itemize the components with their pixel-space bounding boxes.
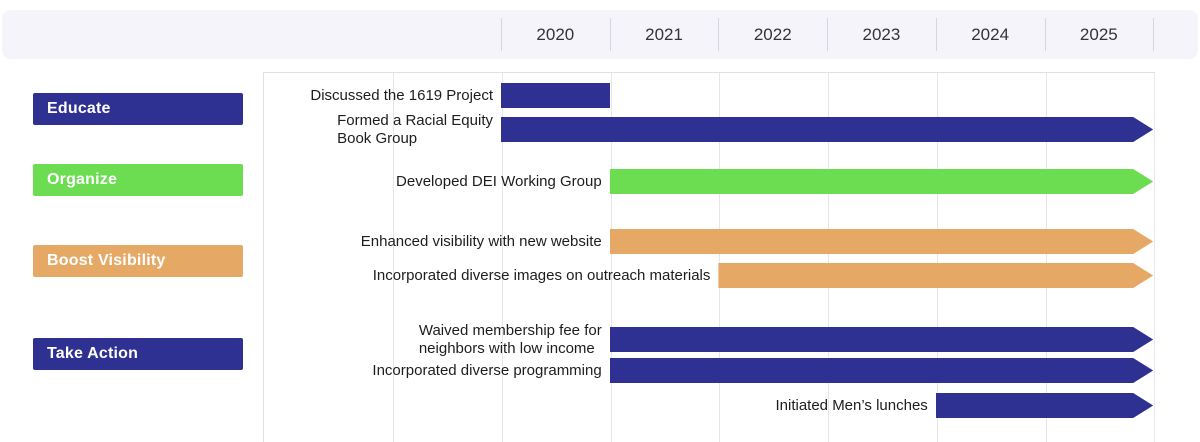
task-label: Discussed the 1619 Project xyxy=(310,74,493,117)
year-gridline xyxy=(393,73,395,442)
timeline-axis: 2020 2021 2022 2023 2024 2025 xyxy=(2,10,1198,59)
task-label-text: Developed DEI Working Group xyxy=(396,172,602,190)
task-bar xyxy=(501,83,610,108)
task-bar xyxy=(501,117,1153,142)
axis-tick xyxy=(501,18,502,51)
task-label-text: Waived membership fee for neighbors with… xyxy=(418,321,602,357)
task-bar xyxy=(610,358,1154,383)
task-bar xyxy=(718,263,1153,288)
year-gridline xyxy=(610,73,612,442)
axis-tick xyxy=(827,18,829,51)
axis-tick xyxy=(609,18,611,51)
axis-tick xyxy=(718,18,720,51)
task-label-text: Incorporated diverse images on outreach … xyxy=(372,266,711,284)
year-gridline xyxy=(936,73,938,442)
task-label: Developed DEI Working Group xyxy=(396,160,602,203)
axis-year-label: 2024 xyxy=(971,24,1010,44)
task-bar xyxy=(610,169,1154,194)
year-gridline xyxy=(502,73,503,442)
category-chip-label: Boost Visibility xyxy=(47,252,166,269)
category-chip: Boost Visibility xyxy=(33,245,243,277)
axis-year-label: 2021 xyxy=(645,24,683,44)
year-gridline xyxy=(1045,73,1047,442)
axis-year-label: 2022 xyxy=(753,24,792,44)
axis-tick xyxy=(1044,18,1046,51)
category-chip: Organize xyxy=(33,164,243,196)
task-label-text: Enhanced visibility with new website xyxy=(360,232,602,250)
axis-tick xyxy=(935,18,937,51)
category-chip: Take Action xyxy=(33,338,243,370)
task-label-text: Initiated Men’s lunches xyxy=(775,396,928,414)
task-bar xyxy=(610,229,1154,254)
category-chip-label: Organize xyxy=(47,171,118,188)
task-label-text: Incorporated diverse programming xyxy=(372,361,602,379)
task-label: Waived membership fee for neighbors with… xyxy=(419,318,602,361)
category-chip: Educate xyxy=(33,93,243,125)
task-label-text: Discussed the 1619 Project xyxy=(310,86,493,104)
axis-year-label: 2023 xyxy=(862,24,901,44)
task-label-text: Formed a Racial Equity Book Group xyxy=(337,111,493,147)
task-bar xyxy=(936,393,1153,418)
task-label: Initiated Men’s lunches xyxy=(775,384,927,427)
category-chip-label: Take Action xyxy=(47,345,139,362)
task-label: Formed a Racial Equity Book Group xyxy=(337,108,493,151)
year-gridline xyxy=(828,73,830,442)
axis-year-label: 2020 xyxy=(536,24,575,44)
task-label: Enhanced visibility with new website xyxy=(361,220,602,263)
axis-tick xyxy=(1153,18,1155,51)
axis-year-label: 2025 xyxy=(1079,24,1118,44)
task-label: Incorporated diverse programming xyxy=(372,349,601,392)
task-bar xyxy=(610,327,1154,352)
task-label: Incorporated diverse images on outreach … xyxy=(373,254,711,297)
category-chip-label: Educate xyxy=(47,100,111,117)
year-gridline xyxy=(719,73,721,442)
